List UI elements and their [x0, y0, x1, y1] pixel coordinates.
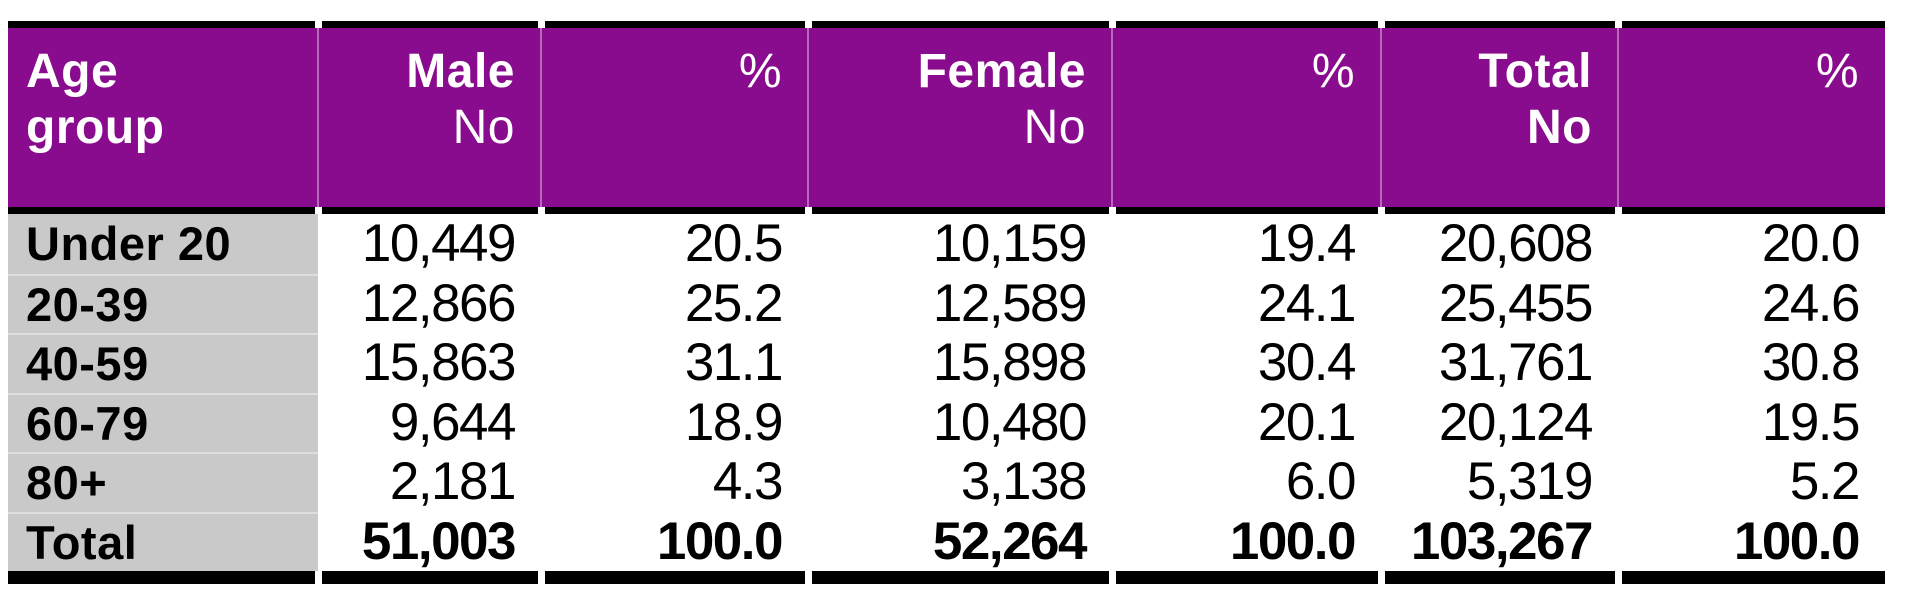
- data-cell: 12,866: [318, 273, 541, 333]
- column-separator: [538, 207, 545, 214]
- row-label-cell: 40-59: [8, 333, 318, 393]
- data-cell: 6.0: [1112, 452, 1381, 512]
- row-label-cell: 20-39: [8, 273, 318, 333]
- data-cell: 20.1: [1112, 392, 1381, 452]
- header-label: Age: [26, 45, 119, 98]
- data-cell: 20.0: [1618, 214, 1885, 274]
- header-cell-total-pct: %: [1618, 28, 1885, 207]
- data-cell: 4.3: [541, 452, 808, 512]
- row-label-cell: Under 20: [8, 214, 318, 274]
- data-cell: 103,267: [1381, 511, 1618, 571]
- data-cell: 5,319: [1381, 452, 1618, 512]
- column-separator: [540, 28, 542, 207]
- column-separator: [1109, 207, 1116, 214]
- data-cell: 10,480: [808, 392, 1112, 452]
- row-label-cell: Total: [8, 511, 318, 571]
- data-cell: 18.9: [541, 392, 808, 452]
- column-separator: [1617, 28, 1619, 207]
- column-separator: [1615, 207, 1622, 214]
- row-label-cell: 60-79: [8, 392, 318, 452]
- column-separator: [1109, 21, 1116, 28]
- header-label: group: [26, 101, 165, 154]
- data-cell: 15,898: [808, 333, 1112, 393]
- data-cell: 12,589: [808, 273, 1112, 333]
- header-sublabel: %: [1815, 45, 1859, 98]
- data-cell: 19.4: [1112, 214, 1381, 274]
- data-cell: 9,644: [318, 392, 541, 452]
- column-separator: [1378, 207, 1385, 214]
- column-separator: [315, 21, 322, 28]
- column-separator: [1109, 571, 1116, 584]
- data-cell: 25.2: [541, 273, 808, 333]
- header-sublabel: No: [1527, 101, 1592, 154]
- data-cell: 52,264: [808, 511, 1112, 571]
- data-cell: 31.1: [541, 333, 808, 393]
- data-cell: 15,863: [318, 333, 541, 393]
- column-separator: [1380, 28, 1382, 207]
- column-separator: [805, 207, 812, 214]
- header-sublabel: No: [452, 101, 515, 154]
- column-separator: [1111, 28, 1113, 207]
- row-label-cell: 80+: [8, 452, 318, 512]
- data-cell: 100.0: [1618, 511, 1885, 571]
- data-cell: 5.2: [1618, 452, 1885, 512]
- header-sublabel: %: [1311, 45, 1355, 98]
- data-cell: 20,124: [1381, 392, 1618, 452]
- header-cell-total-no: Total No: [1381, 28, 1618, 207]
- column-separator: [538, 21, 545, 28]
- age-distribution-table: Age group Male No % Female No % Total No…: [8, 21, 1885, 584]
- data-cell: 25,455: [1381, 273, 1618, 333]
- header-sublabel: %: [738, 45, 782, 98]
- column-separator: [805, 571, 812, 584]
- data-cell: 24.6: [1618, 273, 1885, 333]
- header-cell-male-no: Male No: [318, 28, 541, 207]
- column-separator: [1615, 571, 1622, 584]
- header-cell-male-pct: %: [541, 28, 808, 207]
- column-separator: [538, 571, 545, 584]
- data-cell: 20.5: [541, 214, 808, 274]
- column-separator: [315, 207, 322, 214]
- data-cell: 100.0: [541, 511, 808, 571]
- column-separator: [317, 28, 319, 207]
- data-cell: 24.1: [1112, 273, 1381, 333]
- data-cell: 51,003: [318, 511, 541, 571]
- header-bottom-border: [8, 207, 1885, 214]
- data-cell: 2,181: [318, 452, 541, 512]
- data-cell: 19.5: [1618, 392, 1885, 452]
- data-cell: 31,761: [1381, 333, 1618, 393]
- header-cell-female-no: Female No: [808, 28, 1112, 207]
- data-cell: 100.0: [1112, 511, 1381, 571]
- column-separator: [1615, 21, 1622, 28]
- column-separator: [1378, 571, 1385, 584]
- header-cell-female-pct: %: [1112, 28, 1381, 207]
- header-label: Female: [917, 45, 1086, 98]
- data-cell: 10,159: [808, 214, 1112, 274]
- header-label: Total: [1478, 45, 1592, 98]
- column-separator: [807, 28, 809, 207]
- column-separator: [805, 21, 812, 28]
- header-sublabel: No: [1023, 101, 1086, 154]
- data-cell: 3,138: [808, 452, 1112, 512]
- data-cell: 10,449: [318, 214, 541, 274]
- data-cell: 20,608: [1381, 214, 1618, 274]
- header-cell-age-group: Age group: [8, 28, 318, 207]
- header-label: Male: [406, 45, 515, 98]
- table-bottom-border: [8, 571, 1885, 584]
- data-cell: 30.4: [1112, 333, 1381, 393]
- table-top-border: [8, 21, 1885, 28]
- data-cell: 30.8: [1618, 333, 1885, 393]
- column-separator: [1378, 21, 1385, 28]
- column-separator: [315, 571, 322, 584]
